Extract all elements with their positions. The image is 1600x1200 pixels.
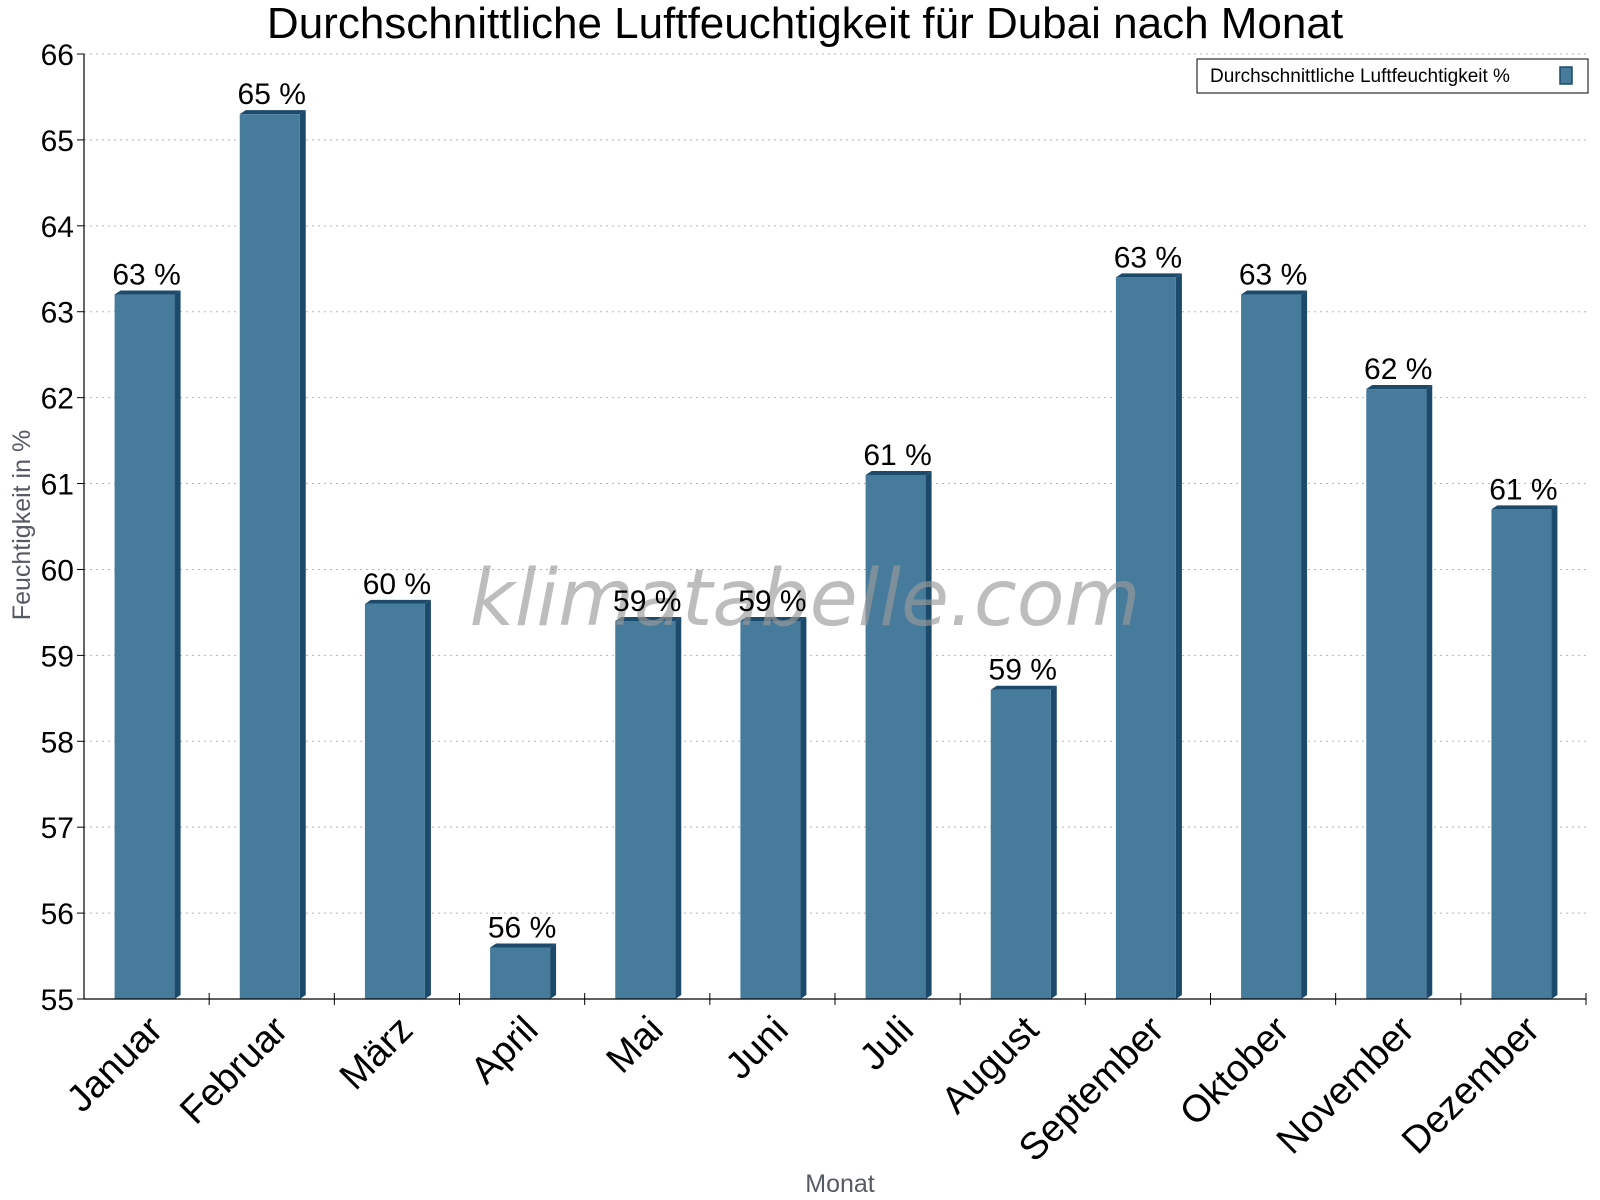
bar-10 [1241,294,1302,1000]
data-label-5: 59 % [613,585,681,618]
bar-side-11 [1426,385,1433,1000]
bar-6 [740,621,801,999]
y-tick-label-61: 61 [41,469,74,502]
bar-3 [364,603,425,999]
y-tick-label-56: 56 [41,898,74,931]
bar-top-11 [1366,385,1433,390]
data-label-1: 63 % [112,259,180,292]
grid-lines [84,53,1586,914]
bar-1 [114,294,175,1000]
x-axis-title: Monat [805,1170,875,1198]
data-label-8: 59 % [989,654,1057,687]
data-label-2: 65 % [238,78,306,111]
bar-top-5 [615,617,682,621]
x-tick-label-1: Januar [59,1008,171,1120]
bar-side-12 [1551,505,1558,999]
x-tick-label-5: Mai [599,1009,672,1082]
bar-side-3 [424,599,431,999]
bar-top-6 [740,617,807,621]
bar-side-8 [1050,685,1057,999]
x-tick-labels: Januar Februar März April Mai Juni Juli AugustS… [59,1008,1548,1169]
bar-side-9 [1175,273,1182,999]
bar-side-6 [800,617,807,999]
legend: Durchschnittliche Luftfeuchtigkeit % [1196,58,1589,94]
data-label-11: 62 % [1364,353,1432,386]
bar-top-2 [239,110,306,115]
bar-top-4 [490,943,557,948]
data-label-3: 60 % [363,568,431,601]
data-label-10: 63 % [1239,259,1307,292]
y-tick-label-64: 64 [41,211,74,244]
x-tick-label-6: Juni [718,1009,797,1088]
y-axis-title: Feuchtigkeit in % [8,430,36,620]
data-label-9: 63 % [1114,241,1182,274]
bar-side-7 [925,470,932,999]
bar-top-3 [364,599,431,604]
y-tick-label-55: 55 [41,984,74,1017]
data-label-6: 59 % [738,585,806,618]
data-label-7: 61 % [863,439,931,472]
y-tick-label-57: 57 [41,812,74,845]
bars [114,110,1558,1000]
legend-swatch [1559,66,1573,85]
legend-box [1196,58,1589,94]
bar-side-1 [174,290,181,1000]
bar-side-4 [550,943,557,999]
x-tick-label-2: Februar [172,1008,296,1132]
data-label-12: 61 % [1489,473,1557,506]
bar-side-2 [299,110,306,1000]
y-tick-label-60: 60 [41,554,74,587]
bar-top-9 [1115,273,1182,278]
bar-11 [1366,389,1427,1000]
x-tick-label-3: März [332,1009,421,1098]
y-tick-label-63: 63 [41,297,74,330]
bar-9 [1115,277,1176,999]
y-tick-label-66: 66 [41,39,74,72]
bar-top-10 [1241,290,1308,295]
legend-label: Durchschnittliche Luftfeuchtigkeit % [1210,66,1510,87]
bar-top-1 [114,290,181,295]
bar-8 [990,689,1051,999]
bar-4 [490,947,551,999]
x-tick-label-7: Juli [852,1009,922,1079]
y-tick-label-65: 65 [41,125,74,158]
chart-title: Durchschnittliche Luftfeuchtigkeit für D… [267,0,1343,48]
x-tick-label-8: August [934,1008,1048,1122]
bar-top-8 [990,685,1057,690]
bar-12 [1491,509,1552,999]
watermark: klimatabelle.com [470,554,1141,644]
y-tick-labels: 55 56 57 58 59 60 61 62 63 64 65 66 [41,39,74,1017]
x-tick-label-10: Oktober [1172,1008,1298,1134]
x-tick-label-4: April [463,1009,546,1092]
y-tick-label-62: 62 [41,383,74,416]
bar-top-7 [865,470,932,475]
bar-2 [239,114,300,1000]
y-tick-label-58: 58 [41,726,74,759]
bar-5 [615,621,676,999]
bar-7 [865,474,926,999]
bar-side-10 [1301,290,1308,1000]
axes [77,53,1587,1005]
bar-top-12 [1491,505,1558,510]
x-tick-label-12: Dezember [1394,1008,1548,1162]
y-tick-label-59: 59 [41,640,74,673]
bar-side-5 [675,617,682,999]
data-labels: 63 % 65 % 60 % 56 % 59 % 59 % 61 % 59 % 63 % 63 %… [112,78,1557,944]
data-label-4: 56 % [488,911,556,944]
